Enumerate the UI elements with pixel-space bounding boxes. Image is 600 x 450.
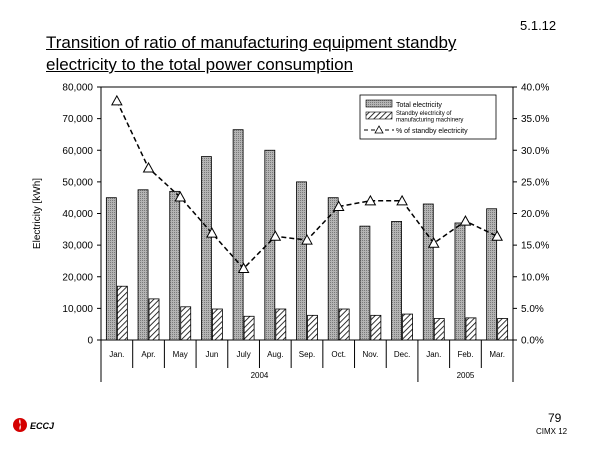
point-standby-percent: [332, 200, 345, 212]
point-standby-percent: [396, 194, 408, 206]
logo-text: ECCJ: [30, 421, 55, 431]
point-standby-percent: [301, 234, 313, 245]
y2-tick-label: 10.0%: [521, 272, 549, 283]
bar-standby-electricity: [465, 317, 477, 341]
bar-total-electricity: [486, 208, 498, 341]
bar-total-electricity: [391, 221, 402, 341]
y-tick-label: 0: [87, 336, 93, 347]
y2-tick-label: 30.0%: [521, 146, 549, 157]
bar-standby-electricity: [116, 285, 128, 341]
bar-standby-electricity: [497, 318, 509, 341]
category-label: May: [173, 350, 188, 359]
legend-label-total: Total electricity: [396, 102, 442, 109]
point-standby-percent: [269, 230, 282, 241]
y2-tick-label: 25.0%: [521, 177, 549, 188]
y2-tick-label: 5.0%: [521, 304, 544, 315]
category-label: Jan.: [109, 350, 124, 359]
bar-standby-electricity: [180, 306, 192, 341]
category-label: July: [236, 350, 250, 359]
point-standby-percent: [206, 227, 218, 238]
category-label: Dec.: [394, 350, 410, 359]
bar-total-electricity: [296, 181, 307, 341]
bar-total-electricity: [201, 156, 212, 341]
category-label: Jan.: [426, 350, 441, 359]
y-tick-label: 30,000: [62, 241, 93, 252]
legend-swatch-total: [365, 99, 393, 108]
bar-total-electricity: [327, 197, 339, 341]
category-label: Sep.: [299, 350, 315, 359]
legend-marker-percent: [374, 125, 384, 134]
bar-total-electricity: [454, 222, 466, 341]
eccj-logo: ECCJ: [12, 414, 82, 438]
category-label: Oct.: [331, 350, 346, 359]
bar-total-electricity: [105, 197, 117, 341]
category-label: Aug.: [267, 350, 283, 359]
bar-total-electricity: [422, 203, 434, 341]
y2-tick-label: 35.0%: [521, 114, 549, 125]
point-standby-percent: [364, 194, 377, 206]
y-tick-label: 70,000: [62, 114, 93, 125]
point-standby-percent: [237, 262, 250, 274]
page-number: 79: [548, 411, 562, 425]
point-standby-percent: [491, 230, 504, 241]
y-tick-label: 40,000: [62, 209, 93, 220]
bar-standby-electricity: [307, 314, 318, 341]
bar-total-electricity: [232, 129, 244, 341]
bar-standby-electricity: [275, 308, 287, 341]
doc-code: CIMX 12: [536, 427, 568, 436]
year-label: 2005: [457, 371, 475, 380]
legend-label-standby: Standby electricity of manufacturing mach…: [396, 111, 463, 124]
category-label: Mar.: [489, 350, 505, 359]
y-axis-title: Electricity [kWh]: [32, 178, 43, 249]
point-standby-percent: [174, 191, 187, 202]
category-label: Jun: [205, 350, 218, 359]
y2-tick-label: 20.0%: [521, 209, 549, 220]
bar-standby-electricity: [402, 313, 413, 341]
bar-total-electricity: [359, 225, 371, 341]
point-standby-percent: [142, 161, 155, 173]
y2-tick-label: 15.0%: [521, 241, 549, 252]
section-number: 5.1.12: [520, 18, 557, 33]
category-label: Nov.: [362, 350, 378, 359]
y-tick-label: 50,000: [62, 177, 93, 188]
legend-label-percent: % of standby electricity: [396, 128, 468, 135]
bar-total-electricity: [169, 190, 181, 341]
y-tick-label: 80,000: [62, 83, 93, 94]
flame-logo-icon: [13, 418, 27, 432]
y-tick-label: 20,000: [62, 272, 93, 283]
bar-standby-electricity: [433, 318, 445, 341]
legend-swatch-standby: [365, 111, 393, 120]
bar-standby-electricity: [212, 308, 223, 341]
category-label: Feb.: [457, 350, 473, 359]
bar-standby-electricity: [338, 308, 350, 341]
y2-tick-label: 0.0%: [521, 336, 544, 347]
y2-tick-label: 40.0%: [521, 83, 549, 94]
bar-total-electricity: [137, 189, 149, 341]
category-label: Apr.: [141, 350, 155, 359]
bar-total-electricity: [264, 149, 276, 341]
y-tick-label: 10,000: [62, 304, 93, 315]
year-label: 2004: [251, 371, 269, 380]
bar-standby-electricity: [148, 298, 160, 341]
point-standby-percent: [459, 215, 472, 226]
slide-title: Transition of ratio of manufacturing equ…: [46, 33, 457, 74]
bar-standby-electricity: [370, 314, 382, 341]
point-standby-percent: [427, 237, 440, 248]
point-standby-percent: [110, 94, 123, 106]
bar-standby-electricity: [243, 315, 255, 341]
y-tick-label: 60,000: [62, 146, 93, 157]
